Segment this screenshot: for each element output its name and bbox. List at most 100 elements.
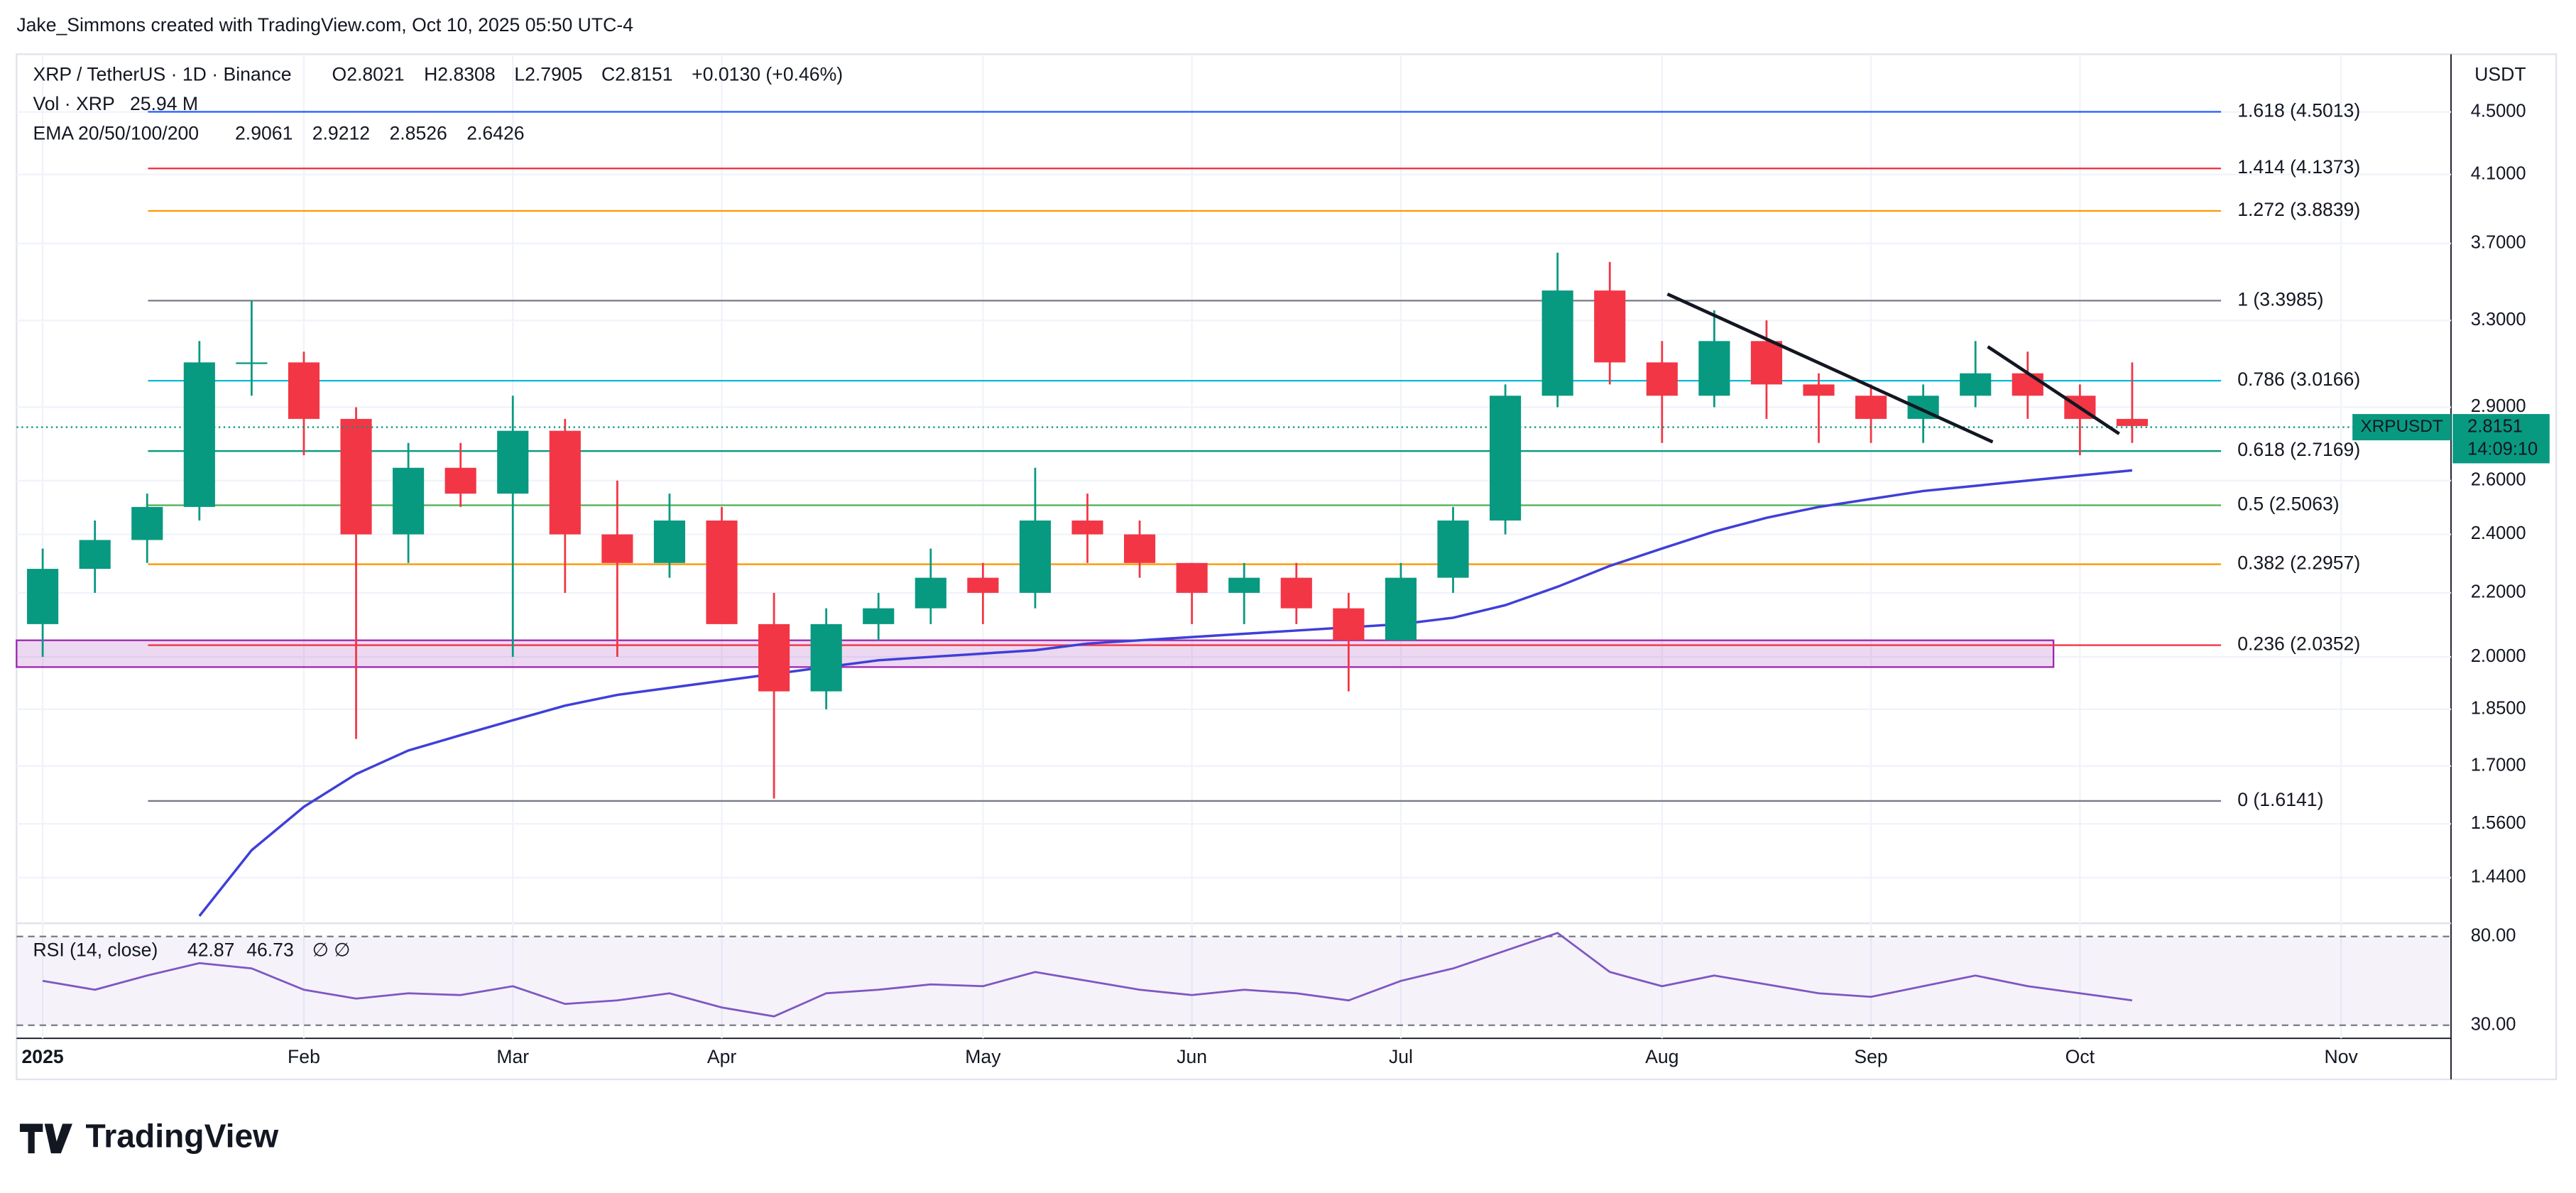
- candle-body: [183, 362, 215, 507]
- price-tag: [2352, 414, 2451, 441]
- ema-value: 2.8526: [389, 123, 447, 144]
- candle-body: [1960, 373, 1992, 396]
- y-tick-label: 3.7000: [2471, 233, 2526, 253]
- fib-label: 0.5 (2.5063): [2237, 494, 2339, 515]
- candle-body: [1176, 562, 1208, 593]
- candle-body: [1855, 396, 1887, 419]
- candle-body: [2116, 418, 2148, 426]
- trendline: [1666, 293, 1994, 444]
- rsi-line: [42, 932, 2133, 1018]
- fib-label: 1 (3.3985): [2237, 288, 2323, 310]
- candle-body: [706, 521, 738, 624]
- candle-body: [1228, 577, 1260, 593]
- rsi-tick-label: 30.00: [2471, 1014, 2516, 1034]
- x-tick-label: Mar: [496, 1046, 529, 1067]
- y-tick-label: 2.0000: [2471, 646, 2526, 666]
- candle-body: [131, 506, 163, 540]
- frame: [16, 53, 2558, 1081]
- candle-body: [1019, 521, 1052, 593]
- candle-body: [1750, 341, 1783, 385]
- candle-body: [601, 534, 633, 563]
- x-tick-label: Oct: [2065, 1046, 2095, 1067]
- fib-label: 1.272 (3.8839): [2237, 199, 2360, 220]
- ohlc-open: O2.8021: [332, 63, 405, 85]
- candle-body: [393, 467, 425, 535]
- trendline: [1987, 345, 2120, 435]
- fib-label: 1.414 (4.1373): [2237, 156, 2360, 178]
- fib-label: 0.382 (2.2957): [2237, 552, 2360, 574]
- y-tick-label: 4.1000: [2471, 163, 2526, 183]
- ohlc-close: C2.8151: [601, 63, 673, 85]
- candle-body: [2012, 373, 2043, 396]
- x-tick-label: Apr: [707, 1046, 737, 1067]
- rsi-na: ∅ ∅: [312, 939, 351, 961]
- candle-body: [810, 623, 842, 692]
- candle-body: [497, 430, 529, 494]
- candle-body: [915, 577, 946, 609]
- candle-body: [1646, 362, 1678, 396]
- y-tick-label: 1.5600: [2471, 813, 2526, 833]
- candle-body: [1698, 341, 1730, 396]
- x-tick-label: Jun: [1177, 1046, 1207, 1067]
- candle-body: [1437, 521, 1469, 578]
- price-symbol: XRPUSDT: [2361, 417, 2443, 436]
- rsi-tick-label: 80.00: [2471, 925, 2516, 945]
- ema-value: 2.9212: [312, 123, 370, 144]
- x-tick-label: Aug: [1645, 1046, 1679, 1067]
- x-tick-label: Jul: [1389, 1046, 1413, 1067]
- y-tick-label: 2.9000: [2471, 396, 2526, 416]
- volume-label: Vol · XRP: [33, 93, 114, 114]
- logo: TradingView: [19, 1117, 279, 1154]
- candle-body: [863, 608, 895, 624]
- rsi-value: 42.87: [187, 939, 235, 961]
- candle-body: [288, 362, 320, 419]
- x-tick-label: 2025: [22, 1046, 64, 1067]
- y-tick-label: 1.8500: [2471, 699, 2526, 719]
- countdown: 14:09:10: [2467, 440, 2538, 459]
- candle-body: [1333, 608, 1365, 641]
- logo-icon: [19, 1123, 72, 1154]
- candle-body: [653, 521, 686, 563]
- ohlc-high: H2.8308: [424, 63, 496, 85]
- candle-body: [758, 623, 790, 692]
- rsi-label: RSI (14, close): [33, 939, 158, 961]
- candle-body: [79, 540, 111, 570]
- candle-body: [1124, 534, 1156, 563]
- fib-label: 0.618 (2.7169): [2237, 439, 2360, 460]
- x-tick-label: Nov: [2325, 1046, 2359, 1067]
- axis-unit: USDT: [2474, 63, 2526, 85]
- attribution: Jake_Simmons created with TradingView.co…: [16, 14, 633, 36]
- candle-body: [1490, 396, 1522, 521]
- candle-body: [1541, 290, 1573, 396]
- ema-label: EMA 20/50/100/200: [33, 123, 199, 144]
- last-price: 2.8151: [2467, 416, 2523, 436]
- y-tick-label: 1.4400: [2471, 867, 2526, 887]
- ema-line: [198, 469, 2133, 917]
- candle-body: [1385, 577, 1417, 641]
- ema-value: 2.9061: [235, 123, 293, 144]
- plot: 1.618 (4.5013) 1.414 (4.1373) 1.272 (3.883…: [16, 54, 2451, 1039]
- candle-body: [1071, 521, 1103, 535]
- zone: [16, 639, 2055, 668]
- y-tick-label: 2.4000: [2471, 523, 2526, 543]
- chart-title: XRP / TetherUS · 1D · Binance: [33, 63, 291, 85]
- ohlc-low: L2.7905: [514, 63, 582, 85]
- candle-body: [967, 577, 999, 593]
- unit-box: [2454, 55, 2553, 96]
- ema-value: 2.6426: [466, 123, 524, 144]
- x-tick-label: Feb: [288, 1046, 320, 1067]
- y-tick-label: 3.3000: [2471, 310, 2526, 329]
- x-tick-label: May: [965, 1046, 1001, 1067]
- rsi-band: [16, 936, 2451, 1025]
- fib-label: 1.618 (4.5013): [2237, 99, 2360, 121]
- candle-body: [549, 430, 581, 535]
- y-tick-label: 4.5000: [2471, 101, 2526, 121]
- candle-body: [27, 569, 59, 624]
- candle-body: [1803, 384, 1835, 396]
- fib-label: 0.786 (3.0166): [2237, 369, 2360, 390]
- fib-label: 0 (1.6141): [2237, 789, 2323, 810]
- logo-text: TradingView: [85, 1117, 279, 1154]
- y-tick-label: 2.2000: [2471, 582, 2526, 602]
